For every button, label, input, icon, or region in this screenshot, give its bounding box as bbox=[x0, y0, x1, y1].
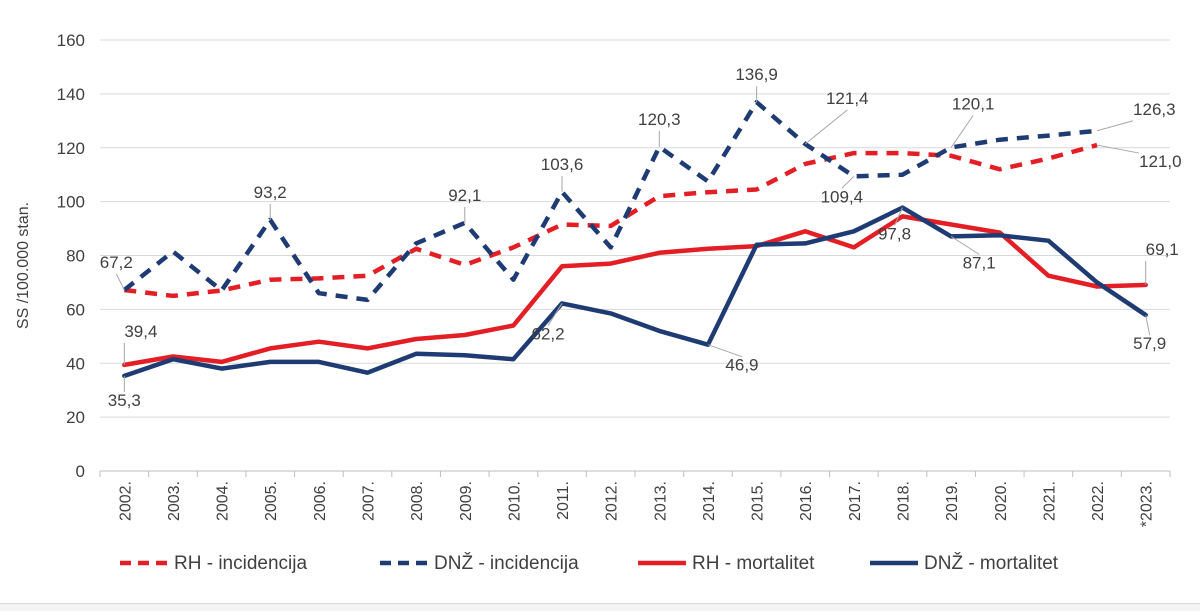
series-line-2 bbox=[124, 216, 1145, 365]
y-tick-label: 20 bbox=[66, 408, 85, 427]
y-tick-label: 60 bbox=[66, 300, 85, 319]
x-tick-label: 2013. bbox=[652, 481, 669, 521]
data-label: 87,1 bbox=[963, 253, 996, 272]
x-tick-label: 2010. bbox=[506, 481, 523, 521]
x-tick-label: 2021. bbox=[1041, 481, 1058, 521]
legend-label: DNŽ - mortalitet bbox=[924, 552, 1059, 574]
x-tick-label: 2012. bbox=[604, 481, 621, 521]
data-label-leader bbox=[1097, 121, 1133, 131]
data-label: 136,9 bbox=[735, 65, 778, 84]
data-label: 69,1 bbox=[1146, 240, 1179, 259]
y-tick-label: 120 bbox=[57, 139, 85, 158]
x-tick-label: 2017. bbox=[847, 481, 864, 521]
data-label: 62,2 bbox=[531, 324, 564, 343]
x-tick-label: *2023. bbox=[1139, 481, 1156, 527]
data-label: 93,2 bbox=[254, 183, 287, 202]
chart-container: 0 20 40 60 80 100 120 140 160 2002. 2003. 2004. 2005… bbox=[0, 0, 1200, 610]
y-tick-label: 80 bbox=[66, 247, 85, 266]
line-chart: 0 20 40 60 80 100 120 140 160 2002. 2003. 2004. 2005… bbox=[0, 0, 1200, 610]
x-tick-label: 2009. bbox=[458, 481, 475, 521]
x-tick-label: 2016. bbox=[798, 481, 815, 521]
y-tick-label: 0 bbox=[76, 462, 85, 481]
data-label-leader bbox=[1146, 315, 1150, 335]
x-tick-label: 2003. bbox=[166, 481, 183, 521]
data-label: 109,4 bbox=[821, 187, 864, 206]
legend-label: RH - mortalitet bbox=[692, 553, 815, 574]
y-tick-label: 100 bbox=[57, 193, 85, 212]
y-axis-title: SS /100.000 stan. bbox=[15, 202, 32, 329]
data-label: 35,3 bbox=[108, 391, 141, 410]
data-label-leader bbox=[951, 236, 979, 254]
data-label: 39,4 bbox=[124, 322, 157, 341]
x-tick-label: 2005. bbox=[263, 481, 280, 521]
data-label: 120,1 bbox=[952, 94, 995, 113]
data-label: 97,8 bbox=[878, 225, 911, 244]
data-label: 120,3 bbox=[638, 110, 681, 129]
data-label: 67,2 bbox=[100, 253, 133, 272]
x-tick-label: 2006. bbox=[312, 481, 329, 521]
x-tick-label: 2004. bbox=[215, 481, 232, 521]
x-tick-label: 2020. bbox=[993, 481, 1010, 521]
data-label: 92,1 bbox=[448, 186, 481, 205]
y-tick-label: 40 bbox=[66, 354, 85, 373]
data-label: 46,9 bbox=[725, 356, 758, 375]
data-label: 57,9 bbox=[1133, 334, 1166, 353]
data-label-leader bbox=[116, 274, 124, 290]
x-tick-label: 2011. bbox=[555, 481, 572, 520]
y-tick-label: 160 bbox=[57, 31, 85, 50]
data-label-leader bbox=[951, 115, 973, 147]
legend-label: RH - incidencija bbox=[174, 553, 307, 574]
y-tick-label: 140 bbox=[57, 85, 85, 104]
x-tick-label: 2007. bbox=[361, 481, 378, 521]
legend-label: DNŽ - incidencija bbox=[434, 552, 579, 574]
x-tick-label: 2019. bbox=[944, 481, 961, 521]
x-tick-label: 2018. bbox=[896, 481, 913, 521]
data-label-leader bbox=[805, 110, 847, 144]
data-label: 121,4 bbox=[826, 89, 869, 108]
x-tick-label: 2015. bbox=[750, 481, 767, 521]
data-label: 103,6 bbox=[541, 155, 584, 174]
x-tick-label: 2022. bbox=[1090, 481, 1107, 521]
x-tick-label: 2014. bbox=[701, 481, 718, 521]
data-label-leader bbox=[1097, 145, 1139, 153]
data-label: 121,0 bbox=[1139, 152, 1182, 171]
x-tick-label: 2002. bbox=[117, 481, 134, 521]
x-tick-label: 2008. bbox=[409, 481, 426, 521]
data-label: 126,3 bbox=[1133, 100, 1176, 119]
